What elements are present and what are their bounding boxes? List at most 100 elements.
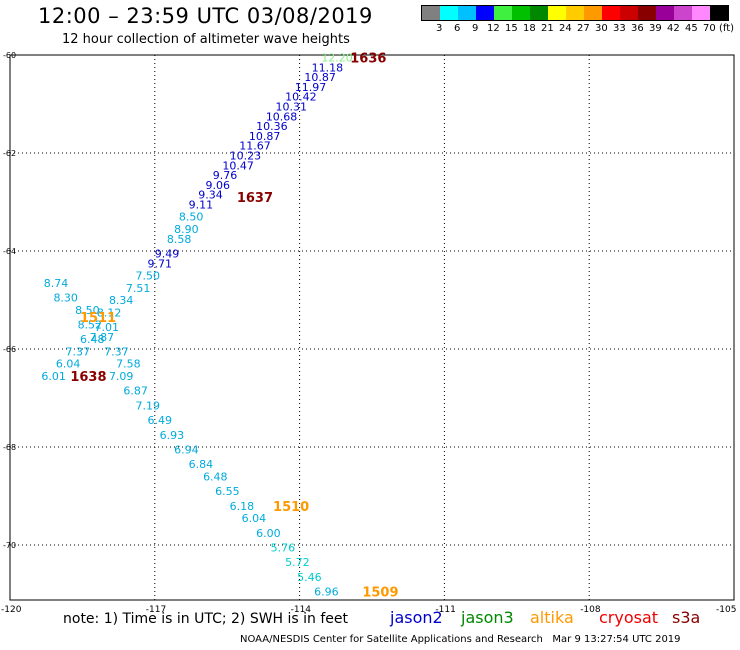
swh-value-label: 8.12	[97, 306, 122, 319]
swh-value-label: 10.87	[304, 71, 336, 84]
color-scale-label: 15	[505, 23, 518, 34]
swh-value-label: 6.04	[242, 512, 267, 525]
swh-value-label: 9.71	[148, 257, 173, 270]
swh-value-label: 7.09	[109, 370, 133, 383]
color-scale-label: 3	[436, 23, 443, 34]
swh-value-label: 8.30	[53, 292, 78, 305]
color-swatch	[422, 6, 440, 20]
color-scale-label: 12	[487, 23, 500, 34]
pass-time-label: 1637	[237, 191, 273, 206]
swh-value-label: 10.23	[230, 149, 262, 162]
color-scale-label: 27	[577, 23, 590, 34]
swh-value-label: 6.93	[160, 429, 185, 442]
pass-time-label: 1511	[80, 311, 116, 326]
legend-note: note: 1) Time is in UTC; 2) SWH is in fe…	[63, 611, 349, 627]
lon-tick-label: -114	[291, 605, 312, 615]
lat-tick-label: -62	[3, 149, 16, 158]
swh-value-label: 9.49	[155, 247, 180, 260]
lat-tick-label: -60	[3, 51, 16, 60]
satellite-legend-altika: altika	[530, 608, 574, 627]
swh-value-label: 9.11	[189, 198, 214, 211]
lat-lon-grid	[9, 54, 735, 601]
color-swatch	[530, 6, 548, 20]
color-swatch	[458, 6, 476, 20]
pass-time-label: 1510	[273, 500, 309, 515]
color-swatch	[548, 6, 566, 20]
lon-tick-label: -105	[716, 605, 736, 615]
swh-value-label: 9.06	[205, 179, 230, 192]
swh-value-label: 5.72	[285, 556, 310, 569]
lat-tick-label: -70	[3, 541, 16, 550]
color-scale-label: 33	[613, 23, 626, 34]
wave-height-color-scale: 3 6 9 12 15 18 21 24 27 30 33 36 39 42 45 70 (ft)	[421, 5, 734, 35]
pass-time-label: 1638	[70, 370, 106, 385]
color-scale-label: 18	[523, 23, 536, 34]
swh-value-label: 11.97	[295, 81, 327, 94]
swh-value-label: 10.36	[256, 120, 288, 133]
color-scale-label: 42	[667, 23, 680, 34]
swh-value-label: 6.55	[215, 485, 240, 498]
swh-value-label: 7.37	[104, 345, 128, 358]
swh-value-label: 6.87	[123, 385, 148, 398]
color-scale-labels: 3 6 9 12 15 18 21 24 27 30 33 36 39 42 45 70 (ft)	[421, 21, 734, 35]
map-subtitle: 12 hour collection of altimeter wave hei…	[62, 32, 350, 47]
pass-time-labels: 1636 1637 1511 1638 1510 1509	[70, 51, 398, 600]
swh-value-label: 10.68	[266, 110, 298, 123]
swh-value-label: 6.00	[256, 527, 281, 540]
swh-value-label: 8.34	[109, 294, 133, 307]
color-scale-label: 30	[595, 23, 608, 34]
swh-value-label: 6.84	[189, 458, 214, 471]
swh-value-label: 9.34	[198, 189, 223, 202]
swh-value-label: 10.42	[285, 91, 317, 104]
color-swatch	[566, 6, 584, 20]
swh-value-label: 6.04	[56, 358, 81, 371]
swh-value-label: 8.50	[75, 304, 100, 317]
color-swatch	[440, 6, 458, 20]
color-scale-label: 39	[649, 23, 662, 34]
swh-value-label: 8.50	[179, 211, 204, 224]
satellite-legend-s3a: s3a	[672, 608, 701, 627]
satellite-legend-cryosat: cryosat	[599, 608, 659, 627]
swh-value-label: 9.76	[213, 169, 238, 182]
color-scale-unit: (ft)	[719, 23, 735, 34]
pass-time-label: 1509	[362, 586, 398, 601]
color-swatch	[476, 6, 494, 20]
swh-value-label: 7.01	[94, 321, 119, 334]
swh-value-label: 6.01	[41, 370, 66, 383]
color-swatch	[674, 6, 692, 20]
color-scale-label: 9	[472, 23, 479, 34]
swh-value-label: 7.37	[66, 345, 91, 358]
color-swatch	[620, 6, 638, 20]
swh-value-label: 7.50	[135, 270, 160, 283]
lon-tick-label: -117	[146, 605, 166, 615]
swh-value-label: 10.87	[249, 130, 280, 143]
satellite-legend-jason2: jason2	[390, 608, 443, 627]
swh-value-label: 5.76	[271, 541, 296, 554]
footer-timestamp: Mar 9 13:27:54 UTC 2019	[552, 634, 681, 645]
swh-value-label: 12.20	[321, 51, 353, 64]
swh-value-label: 8.58	[167, 233, 192, 246]
swh-value-label: 7.19	[135, 399, 160, 412]
footer-credit: NOAA/NESDIS Center for Satellite Applica…	[240, 634, 543, 645]
swh-value-label: 11.67	[239, 140, 271, 153]
swh-value-label: 6.94	[174, 443, 199, 456]
color-scale-label: 70	[703, 23, 716, 34]
satellite-legend-jason3: jason3	[461, 608, 514, 627]
swh-value-label: 7.87	[90, 331, 115, 344]
lat-tick-label: -68	[3, 443, 16, 452]
swh-value-label: 8.52	[78, 319, 103, 332]
color-scale-label: 6	[454, 23, 461, 34]
color-swatch	[638, 6, 656, 20]
color-scale-label: 24	[559, 23, 572, 34]
color-scale-label: 36	[631, 23, 644, 34]
swh-value-label: 6.48	[80, 333, 105, 346]
swh-value-label: 6.96	[314, 586, 339, 599]
pass-time-label: 1636	[350, 51, 386, 66]
wave-height-observations: 12.2011.1810.8711.9710.4210.3110.6810.36…	[41, 51, 352, 598]
footer: NOAA/NESDIS Center for Satellite Applica…	[240, 634, 681, 645]
lat-tick-label: -64	[3, 247, 16, 256]
color-scale-swatches	[421, 5, 729, 21]
color-swatch	[494, 6, 512, 20]
